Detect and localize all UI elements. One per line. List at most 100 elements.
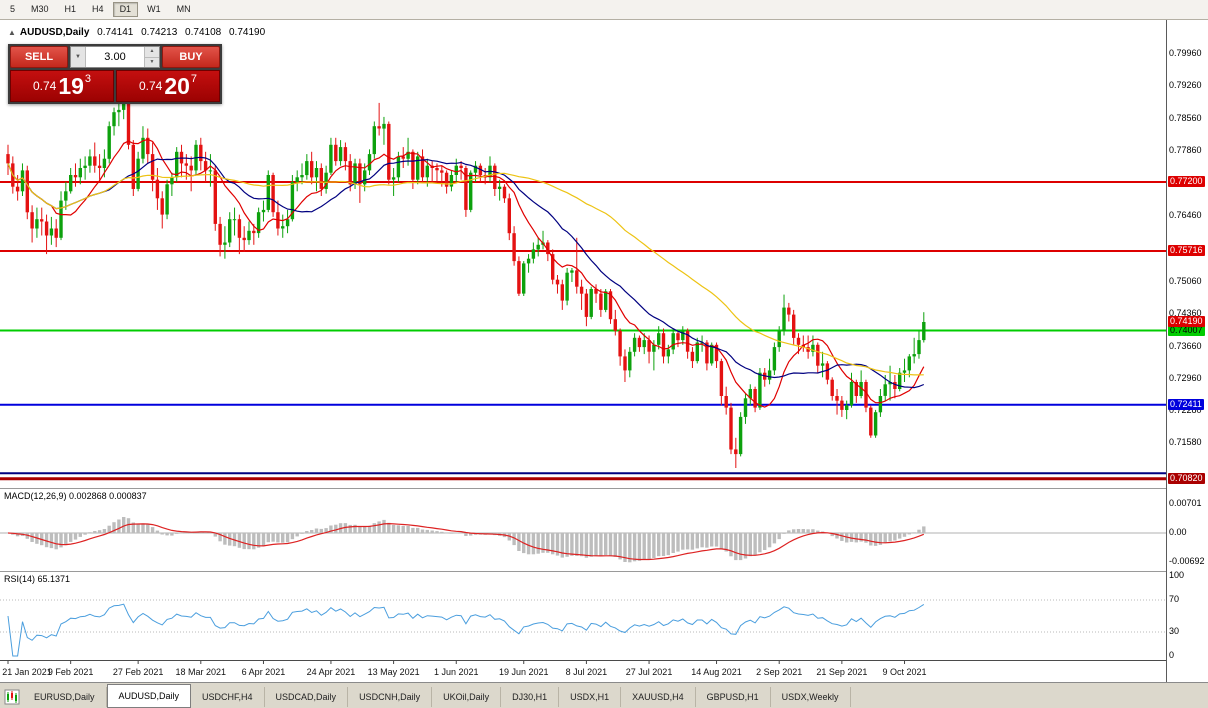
svg-text:6 Apr 2021: 6 Apr 2021 [242,667,286,677]
svg-text:27 Jul 2021: 27 Jul 2021 [626,667,673,677]
close-value: 0.74190 [228,27,266,38]
rsi-header: RSI(14) 65.1371 [4,574,75,584]
price-axis-marker-label: 0.77200 [1168,176,1205,187]
sell-price-big: 19 [58,72,84,99]
svg-text:24 Apr 2021: 24 Apr 2021 [307,667,356,677]
price-axis-tick-label: 0.72280 [1169,405,1202,415]
rsi-pane[interactable] [0,572,1166,660]
price-axis-tick-label: 0.79260 [1169,80,1202,90]
price-axis-tick-label: -0.00692 [1169,556,1205,566]
timeframe-h1-button[interactable]: H1 [64,4,77,14]
rsi-level-lines [0,599,1166,633]
svg-text:1 Jun 2021: 1 Jun 2021 [434,667,479,677]
rsi-value: 65.1371 [37,574,71,584]
timeframe-d1-button[interactable]: D1 [112,2,139,17]
price-axis-tick-label: 0.77860 [1169,145,1202,155]
svg-text:21 Jan 2021: 21 Jan 2021 [2,667,52,677]
buy-price-big: 20 [164,72,190,99]
price-axis-tick-label: 0.72960 [1169,373,1202,383]
tab-usdx-weekly[interactable]: USDX,Weekly [771,687,851,707]
price-axis-marker-label: 0.70820 [1168,473,1205,484]
macd-values: 0.002868 0.000837 [69,491,147,501]
chart-list-icon [4,689,20,705]
chart-window: 21 Jan 2021 9 Feb 2021 27 Feb 2021 18 Mar 2… [0,20,1208,682]
price-axis-tick-label: 0.00 [1169,527,1187,537]
rsi-pane-separator[interactable] [0,571,1208,572]
low-value: 0.74108 [185,27,222,38]
price-axis-marker-label: 0.74007 [1168,325,1205,336]
sell-price-prefix: 0.74 [32,79,57,93]
panel-collapse-icon[interactable]: ▲ [8,28,16,37]
buy-price-prefix: 0.74 [138,79,163,93]
rsi-title: RSI(14) [4,574,36,584]
main-price-chart[interactable] [0,20,1166,488]
svg-text:21 Sep 2021: 21 Sep 2021 [816,667,867,677]
lot-dropdown-button[interactable]: ▼ [71,47,86,67]
price-axis-tick-label: 0.74360 [1169,308,1202,318]
svg-text:14 Aug 2021: 14 Aug 2021 [691,667,742,677]
one-click-trading-panel: SELL ▼ 3.00 ▲ ▼ BUY 0.74 19 3 0.74 20 7 [8,44,222,104]
svg-text:19 Jun 2021: 19 Jun 2021 [499,667,549,677]
tab-audusd-daily[interactable]: AUDUSD,Daily [106,684,192,708]
timeframe-mn-button[interactable]: MN [176,4,191,14]
tab-xauusd-h4[interactable]: XAUUSD,H4 [621,687,696,707]
time-axis-border [0,660,1208,661]
macd-header: MACD(12,26,9) 0.002868 0.000837 [4,491,151,501]
tab-usdx-h1[interactable]: USDX,H1 [559,687,622,707]
macd-signal-line [7,522,925,561]
svg-text:13 May 2021: 13 May 2021 [368,667,420,677]
tab-eurusd-daily[interactable]: EURUSD,Daily [23,687,107,707]
price-axis-tick-label: 0.75060 [1169,276,1202,286]
tab-gbpusd-h1[interactable]: GBPUSD,H1 [696,687,771,707]
price-axis-tick-label: 0.79960 [1169,48,1202,58]
lot-decrease-button[interactable]: ▼ [145,57,159,67]
lot-size-value[interactable]: 3.00 [104,51,126,63]
tab-usdchf-h4[interactable]: USDCHF,H4 [191,687,265,707]
buy-button[interactable]: BUY [162,46,220,68]
buy-price-display[interactable]: 0.74 20 7 [116,70,220,102]
sell-price-sup: 3 [84,73,92,85]
symbol-period-label: AUDUSD,Daily [19,27,90,38]
price-axis-tick-label: 0 [1169,650,1175,660]
candles-group [6,96,926,468]
macd-pane-separator[interactable] [0,488,1208,489]
price-axis-tick-label: 0.00701 [1169,498,1202,508]
svg-text:8 Jul 2021: 8 Jul 2021 [566,667,608,677]
macd-pane[interactable] [0,489,1166,571]
price-axis-marker-label: 0.75716 [1168,245,1205,256]
price-axis-tick-label: 0.71580 [1169,437,1202,447]
sell-button[interactable]: SELL [10,46,68,68]
timeframe-h4-button[interactable]: H4 [92,4,104,14]
timeframe-toolbar: 5 M30 H1 H4 D1 W1 MN [0,0,1208,20]
price-axis-marker-label: 0.74190 [1168,316,1205,327]
price-axis-tick-label: 0.78560 [1169,113,1202,123]
lot-spinner: ▲ ▼ [144,47,159,67]
price-axis-tick-label: 30 [1169,626,1180,636]
ohlc-info: ▲ AUDUSD,Daily 0.74141 0.74213 0.74108 0.… [8,27,270,38]
timeframe-m30-button[interactable]: M30 [31,4,49,14]
tab-usdcad-daily[interactable]: USDCAD,Daily [265,687,349,707]
svg-text:18 Mar 2021: 18 Mar 2021 [176,667,227,677]
price-axis[interactable]: 0.79960 0.79260 0.78560 0.77860 0.76460 0.750… [1166,20,1208,682]
tab-dj30-h1[interactable]: DJ30,H1 [501,687,560,707]
lot-size-field[interactable]: ▼ 3.00 ▲ ▼ [70,46,160,68]
price-axis-tick-label: 0.76460 [1169,210,1202,220]
svg-text:27 Feb 2021: 27 Feb 2021 [113,667,164,677]
horizontal-lines [0,181,1166,481]
moving-average-lines [7,138,925,408]
sell-price-display[interactable]: 0.74 19 3 [10,70,114,102]
price-axis-tick-label: 0.73660 [1169,341,1202,351]
lot-increase-button[interactable]: ▲ [145,47,159,58]
timeframe-m5-button[interactable]: 5 [10,4,16,14]
high-value: 0.74213 [141,27,178,38]
rsi-line [7,603,925,657]
tab-ukoil-daily[interactable]: UKOil,Daily [432,687,502,707]
timeframe-w1-button[interactable]: W1 [147,4,161,14]
tab-usdcnh-daily[interactable]: USDCNH,Daily [348,687,433,707]
svg-text:9 Feb 2021: 9 Feb 2021 [48,667,94,677]
price-axis-tick-label: 70 [1169,594,1180,604]
svg-text:9 Oct 2021: 9 Oct 2021 [883,667,927,677]
macd-title: MACD(12,26,9) [4,491,67,501]
